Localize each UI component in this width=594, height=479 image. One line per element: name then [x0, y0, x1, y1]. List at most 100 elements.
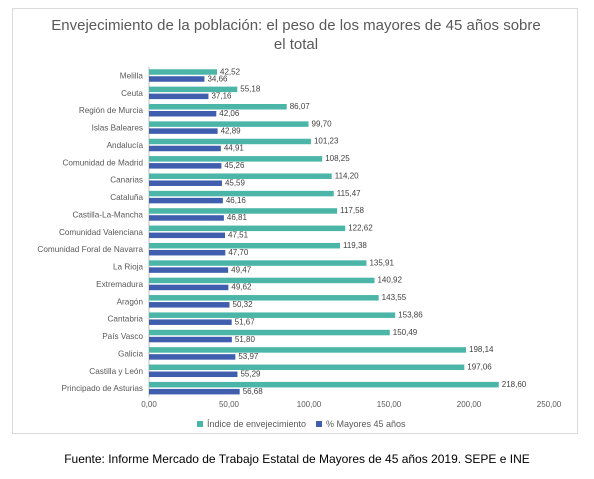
- bar: [149, 347, 467, 353]
- data-label: 86,07: [290, 102, 311, 111]
- legend-item-indice: Índice de envejecimiento: [197, 419, 306, 429]
- bar: [149, 173, 332, 179]
- x-tick-label: 150,00: [377, 400, 402, 409]
- data-label: 150,49: [393, 328, 418, 337]
- data-label: 115,47: [337, 189, 361, 198]
- bar: [149, 354, 236, 360]
- category-label: Cataluña: [110, 193, 143, 202]
- category-label: Aragón: [117, 297, 144, 306]
- data-label: 122,62: [348, 224, 373, 233]
- data-label: 45,59: [225, 178, 246, 187]
- data-label: 37,16: [211, 92, 232, 101]
- x-tick-label: 250,00: [537, 400, 562, 409]
- bar: [149, 260, 367, 266]
- category-label: Melilla: [120, 72, 144, 81]
- data-label: 49,62: [231, 283, 252, 292]
- bar: [149, 215, 224, 221]
- data-label: 99,70: [312, 119, 333, 128]
- data-label: 117,58: [340, 206, 364, 215]
- data-label: 108,25: [325, 154, 350, 163]
- bar: [149, 364, 465, 371]
- bar: [149, 208, 338, 214]
- bar: [149, 225, 346, 232]
- data-label: 140,92: [377, 276, 402, 285]
- bar: [149, 295, 379, 301]
- bar: [149, 302, 230, 308]
- data-label: 101,23: [314, 137, 339, 146]
- bar: [149, 103, 287, 110]
- category-label: Principado de Asturias: [62, 384, 143, 393]
- category-label: La Rioja: [113, 263, 143, 272]
- legend-swatch-indice: [197, 421, 203, 427]
- bar: [149, 232, 226, 239]
- data-label: 47,70: [228, 248, 249, 257]
- bar: [149, 329, 390, 336]
- category-label: Galicia: [118, 349, 143, 358]
- x-tick-label: 200,00: [457, 400, 482, 409]
- bar: [149, 284, 229, 291]
- bar: [149, 197, 223, 204]
- data-label: 44,91: [224, 144, 245, 153]
- category-label: Comunidad de Madrid: [62, 158, 143, 167]
- bar: [149, 93, 209, 100]
- data-label: 50,32: [233, 300, 254, 309]
- legend-item-mayores: % Mayores 45 años: [316, 419, 406, 429]
- category-label: Ceuta: [121, 89, 143, 98]
- bar: [149, 336, 232, 343]
- category-label: País Vasco: [102, 332, 143, 341]
- x-tick-label: 0,00: [141, 400, 157, 409]
- data-label: 42,89: [221, 126, 242, 135]
- data-label: 56,68: [243, 387, 264, 396]
- category-label: Comunidad Foral de Navarra: [37, 245, 143, 254]
- data-label: 55,18: [240, 85, 261, 94]
- data-label: 34,66: [207, 74, 228, 83]
- category-label: Andalucía: [107, 141, 144, 150]
- data-label: 46,16: [226, 196, 247, 205]
- bar: [149, 242, 341, 249]
- data-label: 153,86: [398, 310, 423, 319]
- bar: [149, 249, 226, 256]
- bar: [149, 86, 238, 93]
- category-label: Canarias: [110, 176, 143, 185]
- category-label: Cantabria: [107, 315, 143, 324]
- data-label: 46,81: [227, 213, 248, 222]
- chart-frame: Envejecimiento de la población: el peso …: [12, 8, 578, 434]
- data-label: 197,06: [467, 363, 492, 372]
- data-label: 143,55: [382, 293, 407, 302]
- legend-swatch-mayores: [316, 421, 322, 427]
- data-label: 51,80: [235, 335, 256, 344]
- data-label: 114,20: [335, 171, 359, 180]
- data-label: 42,52: [220, 67, 241, 76]
- bar: [149, 121, 309, 127]
- x-tick-label: 50,00: [219, 400, 240, 409]
- data-label: 42,06: [219, 109, 240, 118]
- bar: [149, 163, 222, 169]
- bar: [149, 128, 218, 134]
- data-label: 55,29: [240, 370, 261, 379]
- data-label: 47,51: [228, 231, 249, 240]
- bar: [149, 69, 218, 75]
- bar: [149, 381, 499, 388]
- bar: [149, 277, 375, 284]
- data-label: 218,60: [502, 380, 527, 389]
- bar: [149, 76, 205, 82]
- bar: [149, 267, 229, 273]
- data-label: 45,26: [224, 161, 245, 170]
- bar: [149, 145, 221, 152]
- x-tick-label: 100,00: [297, 400, 322, 409]
- data-label: 51,67: [235, 317, 256, 326]
- bar: [149, 388, 240, 395]
- data-label: 49,47: [231, 265, 252, 274]
- category-label: Castilla y León: [89, 367, 143, 376]
- category-label: Extremadura: [96, 280, 143, 289]
- bar: [149, 110, 217, 117]
- category-label: Islas Baleares: [92, 124, 143, 133]
- bar: [149, 371, 238, 378]
- bar: [149, 319, 232, 325]
- category-label: Castilla-La-Mancha: [72, 210, 143, 219]
- chart-title-line-2: el total: [273, 36, 319, 53]
- data-label: 198,14: [469, 345, 494, 354]
- data-label: 135,91: [369, 258, 394, 267]
- category-label: Región de Murcia: [79, 106, 144, 115]
